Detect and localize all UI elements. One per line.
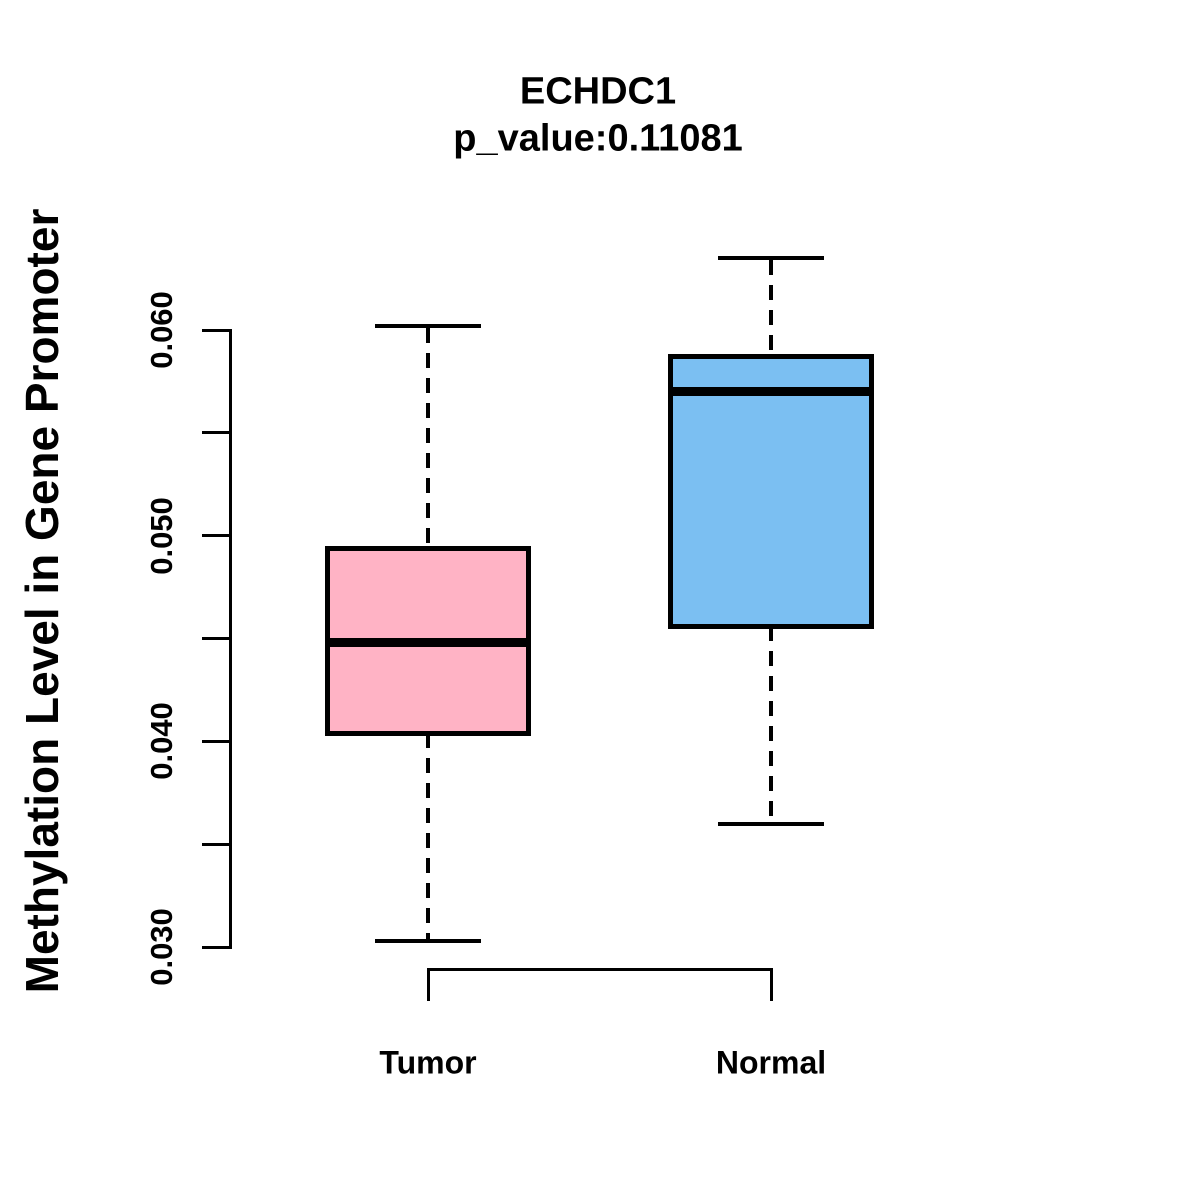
tumor-upper-whisker-cap [375,323,481,328]
normal-median-line [668,387,874,397]
tumor-lower-whisker-line [426,733,430,939]
y-axis-tick [202,637,230,640]
y-axis-tick [202,328,230,332]
x-axis-tick-normal [769,968,773,1001]
y-axis-tick [202,739,230,743]
x-axis-line [426,968,773,971]
y-axis-tick-label: 0.040 [144,702,179,781]
y-axis-tick [202,534,230,538]
normal-upper-whisker-cap [718,256,824,261]
y-axis-tick [202,842,230,846]
y-axis-tick [202,431,230,435]
x-axis-label-normal: Normal [715,1044,827,1081]
chart-subtitle: p_value:0.11081 [453,117,743,160]
tumor-lower-whisker-cap [375,938,481,943]
normal-lower-whisker-cap [718,821,824,826]
normal-lower-whisker-line [769,626,773,822]
x-axis-tick-tumor [426,968,430,1001]
x-axis-label-tumor: Tumor [379,1044,477,1081]
normal-box [668,354,874,629]
chart-title: ECHDC1 [519,70,677,113]
y-axis-tick-label: 0.060 [144,291,179,369]
y-axis-tick [202,945,230,949]
tumor-median-line [325,638,531,648]
y-axis-tick-label: 0.030 [144,908,179,986]
tumor-upper-whisker-line [426,327,430,548]
y-axis-tick-label: 0.050 [144,496,179,575]
normal-upper-whisker-line [769,260,773,357]
y-axis-line [228,328,232,949]
